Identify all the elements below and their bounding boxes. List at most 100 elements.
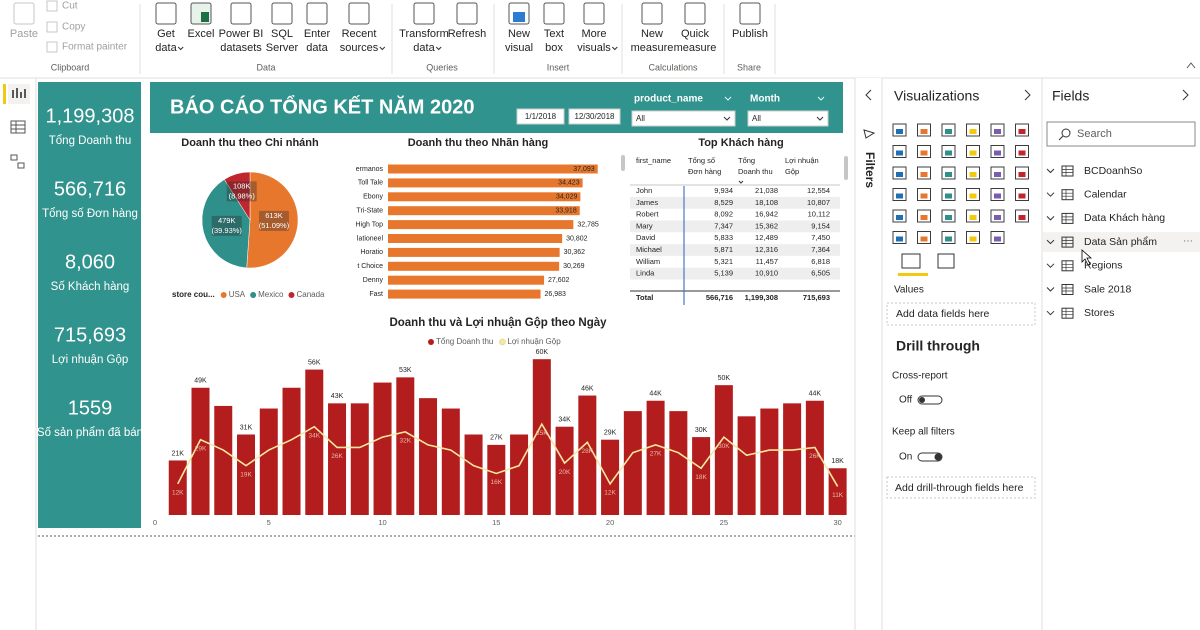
ribbon-small-icon[interactable] <box>46 0 58 12</box>
format-tab[interactable] <box>937 253 955 269</box>
ribbon-button-icon[interactable] <box>413 2 435 25</box>
visual-type-icon[interactable] <box>917 166 931 180</box>
date-input[interactable] <box>568 108 621 125</box>
report-view-bg[interactable] <box>8 84 30 104</box>
ribbon-button-label: Paste <box>10 28 38 40</box>
ribbon-button-icon[interactable] <box>739 2 761 25</box>
field-table[interactable]: BCDoanhSo <box>1084 165 1143 177</box>
search-icon-handle <box>1058 135 1064 141</box>
visual-type-icon[interactable] <box>941 145 956 158</box>
visual-type-icon[interactable] <box>966 166 980 180</box>
table-header: first_name <box>636 156 671 165</box>
drop-zone[interactable] <box>886 302 1036 326</box>
expand-chevron[interactable] <box>1046 310 1055 316</box>
visual-type-icon[interactable] <box>941 123 956 137</box>
expand-chevron[interactable] <box>1046 287 1055 292</box>
visual-type-icon[interactable] <box>941 188 956 201</box>
slicer-dropdown[interactable] <box>631 110 736 127</box>
collapse-visualizations[interactable] <box>1024 89 1031 101</box>
visual-type-icon[interactable] <box>1015 145 1029 158</box>
ribbon-button-icon[interactable] <box>230 2 252 25</box>
field-table[interactable]: Data Sản phẩm <box>1084 236 1157 248</box>
visual-type-icon[interactable] <box>1015 166 1029 180</box>
field-table[interactable]: Stores <box>1084 307 1114 319</box>
bar <box>714 385 733 515</box>
ribbon-collapse[interactable] <box>1186 62 1196 69</box>
filters-pane[interactable] <box>855 78 882 630</box>
visual-type-icon[interactable] <box>966 145 980 158</box>
model-view-icon[interactable] <box>10 154 18 161</box>
visual-type-icon[interactable] <box>892 231 907 244</box>
pie-label-bg <box>211 215 242 236</box>
ribbon-button-icon[interactable] <box>508 2 530 25</box>
ribbon-small-icon[interactable] <box>46 21 58 33</box>
table-cell: 9,154 <box>811 221 830 230</box>
ribbon-button-icon[interactable] <box>543 2 565 25</box>
table-cell: 15,362 <box>755 221 778 230</box>
kpi-value: 1,199,308 <box>46 105 135 127</box>
visual-type-icon[interactable] <box>990 145 1005 158</box>
slicer-dropdown[interactable] <box>747 110 829 127</box>
visual-type-icon[interactable] <box>892 166 907 180</box>
report-view-icon[interactable] <box>12 88 26 98</box>
visual-type-icon[interactable] <box>917 231 931 244</box>
drop-zone[interactable] <box>886 476 1036 499</box>
chart-title: Doanh thu theo Nhãn hàng <box>408 137 549 149</box>
visual-type-icon[interactable] <box>1015 123 1029 137</box>
visual-type-icon[interactable] <box>892 188 907 201</box>
bar <box>737 416 756 515</box>
visual-type-icon[interactable] <box>917 188 931 201</box>
visual-type-accent <box>1018 129 1026 134</box>
visual-type-icon[interactable] <box>990 166 1005 180</box>
search-box[interactable] <box>1046 121 1196 147</box>
field-table[interactable]: Calendar <box>1084 188 1127 200</box>
ribbon-button-icon[interactable] <box>155 2 177 25</box>
ribbon-button-icon[interactable] <box>13 2 35 25</box>
visual-type-icon[interactable] <box>966 123 980 137</box>
ribbon-button-icon[interactable] <box>456 2 478 25</box>
field-table[interactable]: Regions <box>1084 260 1123 272</box>
ribbon-button-icon[interactable] <box>271 2 293 25</box>
field-table[interactable]: Data Khách hàng <box>1084 212 1165 224</box>
ribbon-button-icon[interactable] <box>348 2 370 25</box>
visual-type-icon[interactable] <box>917 123 931 137</box>
ribbon-button-icon[interactable] <box>641 2 663 25</box>
collapse-filters[interactable] <box>865 89 872 101</box>
ribbon-button-label: measure <box>674 42 717 54</box>
visual-type-icon[interactable] <box>917 145 931 158</box>
visual-type-icon[interactable] <box>990 231 1005 244</box>
table-cell: 9,934 <box>714 186 733 195</box>
visual-type-icon[interactable] <box>966 188 980 201</box>
visual-type-icon[interactable] <box>917 209 931 223</box>
fields-tab[interactable] <box>901 253 921 269</box>
data-view-icon[interactable] <box>10 120 26 134</box>
ribbon-button-icon[interactable] <box>684 2 706 25</box>
data-label: 27K <box>490 435 503 442</box>
visual-type-icon[interactable] <box>941 231 956 244</box>
expand-chevron[interactable] <box>1046 192 1055 197</box>
visual-type-icon[interactable] <box>990 209 1005 223</box>
table-cell: 6,818 <box>811 257 830 266</box>
ribbon-small-icon[interactable] <box>46 41 58 53</box>
visual-type-icon[interactable] <box>1015 209 1029 223</box>
expand-chevron[interactable] <box>1046 263 1055 269</box>
expand-chevron[interactable] <box>1046 216 1055 221</box>
collapse-fields[interactable] <box>1182 89 1189 101</box>
visual-type-icon[interactable] <box>1015 188 1029 201</box>
visual-type-icon[interactable] <box>892 209 907 223</box>
ribbon-button-icon[interactable] <box>306 2 328 25</box>
visual-type-icon[interactable] <box>892 145 907 158</box>
data-label: 37,093 <box>573 166 595 173</box>
expand-chevron[interactable] <box>1046 168 1055 174</box>
date-input[interactable] <box>516 108 565 125</box>
visual-type-icon[interactable] <box>990 123 1005 137</box>
visual-type-icon[interactable] <box>990 188 1005 201</box>
visual-type-icon[interactable] <box>966 231 980 244</box>
visual-type-icon[interactable] <box>966 209 980 223</box>
ribbon-button-icon[interactable] <box>583 2 605 25</box>
visual-type-icon[interactable] <box>892 123 907 137</box>
expand-chevron[interactable] <box>1046 239 1055 245</box>
field-table[interactable]: Sale 2018 <box>1084 283 1131 295</box>
visual-type-icon[interactable] <box>941 166 956 180</box>
visual-type-icon[interactable] <box>941 209 956 223</box>
